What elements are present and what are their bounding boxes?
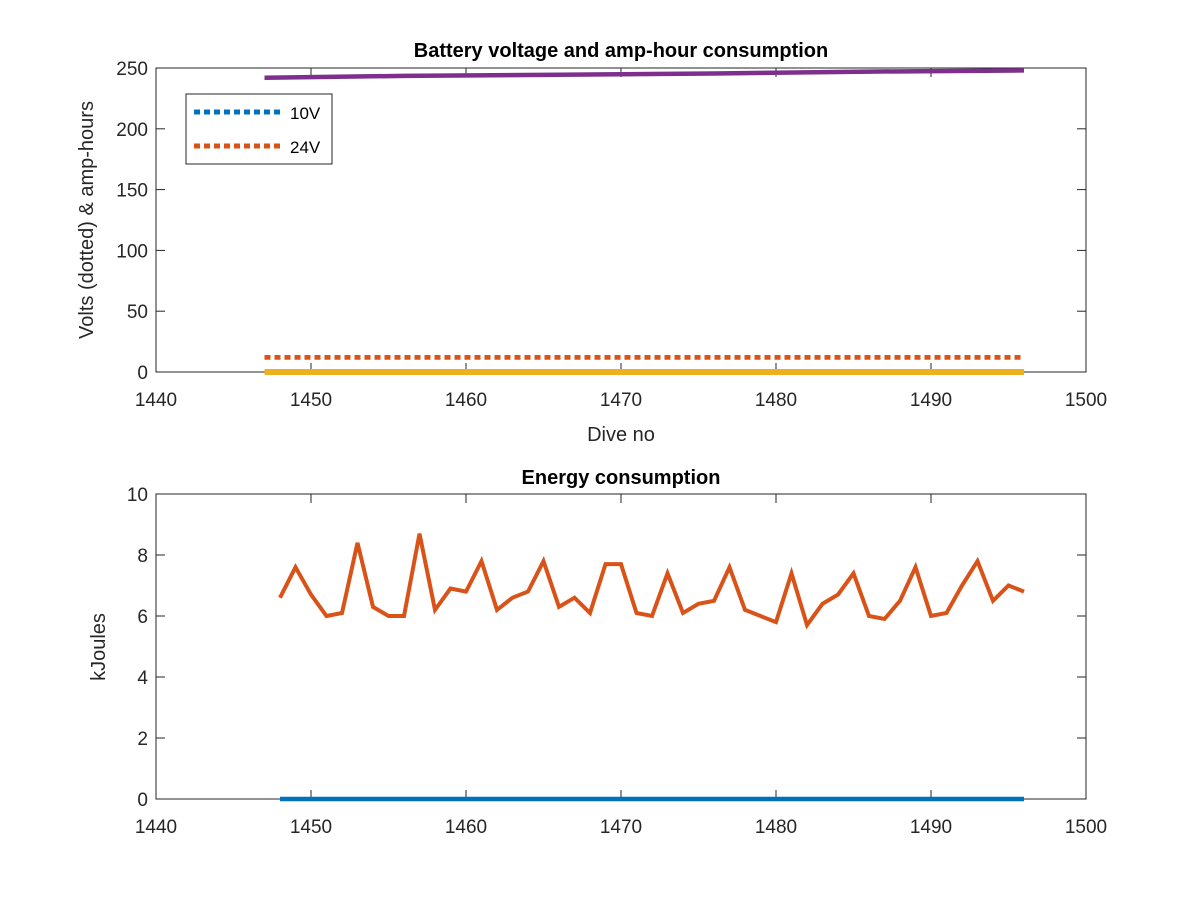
x-tick-label: 1440: [135, 390, 177, 411]
x-tick-label: 1460: [445, 817, 487, 838]
x-tick-label: 1480: [755, 817, 797, 838]
energy-plot: Energy consumption kJoules 1440 1450 1460 1…: [88, 467, 1107, 838]
x-tick-label: 1490: [910, 390, 952, 411]
x-axis-label: Dive no: [587, 424, 655, 446]
axis-ticks: 1440 1450 1460 1470 1480 1490 1500 0 50 100 150 200…: [116, 59, 1107, 411]
voltage-amphour-plot: Battery voltage and amp-hour consumption…: [76, 40, 1107, 446]
y-tick-label: 2: [137, 729, 148, 750]
series-lines: [278, 533, 1025, 802]
plot-title: Energy consumption: [522, 467, 721, 489]
axis-ticks: 1440 1450 1460 1470 1480 1490 1500 0 2 4 6 8 10: [127, 485, 1107, 838]
y-tick-label: 10: [127, 485, 148, 506]
plot-title: Battery voltage and amp-hour consumption: [414, 40, 828, 62]
y-tick-label: 0: [137, 790, 148, 811]
x-tick-label: 1470: [600, 390, 642, 411]
y-tick-label: 8: [137, 546, 148, 567]
y-tick-label: 50: [127, 302, 148, 323]
x-tick-label: 1460: [445, 390, 487, 411]
y-axis-label: Volts (dotted) & amp-hours: [76, 101, 98, 339]
y-axis-label: kJoules: [88, 613, 110, 681]
x-tick-label: 1500: [1065, 390, 1107, 411]
x-tick-label: 1450: [290, 817, 332, 838]
x-tick-label: 1440: [135, 817, 177, 838]
legend-box: [185, 93, 333, 165]
series-energy: [278, 533, 1025, 630]
plot-frame: [155, 493, 1087, 800]
x-tick-label: 1500: [1065, 817, 1107, 838]
y-tick-label: 0: [137, 363, 148, 384]
y-tick-label: 4: [137, 668, 148, 689]
series-amp-hours-upper: [264, 68, 1025, 80]
x-tick-label: 1450: [290, 390, 332, 411]
y-tick-label: 200: [116, 120, 148, 141]
x-tick-label: 1490: [910, 817, 952, 838]
y-tick-label: 6: [137, 607, 148, 628]
legend-label-10v: 10V: [290, 104, 321, 123]
series-lines: [264, 68, 1025, 375]
legend: 10V 24V: [185, 93, 333, 165]
y-tick-label: 150: [116, 181, 148, 202]
x-tick-label: 1470: [600, 817, 642, 838]
y-tick-label: 100: [116, 241, 148, 262]
legend-label-24v: 24V: [290, 138, 321, 157]
y-tick-label: 250: [116, 59, 148, 80]
x-tick-label: 1480: [755, 390, 797, 411]
